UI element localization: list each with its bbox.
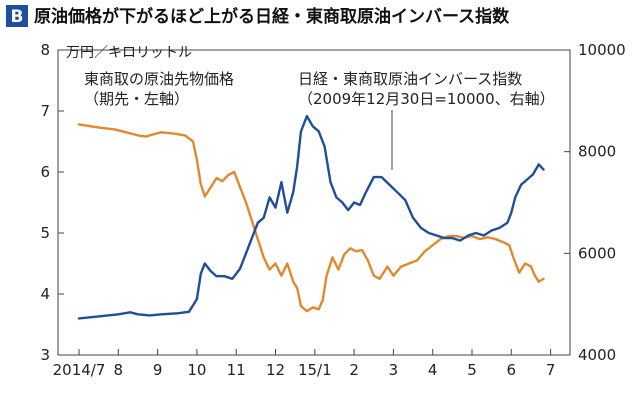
x-axis-tick-label: 6 [507,361,517,379]
right-axis-tick-label: 6000 [578,244,616,262]
series-label-oil-futures: 東商取の原油先物価格 [84,70,234,88]
tick-layer: 3 4 5 6 7 8 4000 6000 8000 10000 2014/7 8 9 10 11 12 15/… [40,41,625,379]
x-axis-tick-label: 5 [467,361,477,379]
x-axis-tick-label: 3 [389,361,399,379]
left-axis-unit-label: 万円／キロリットル [66,45,192,61]
left-axis-tick-label: 7 [40,102,50,120]
series-sublabel-oil-futures: （期先・左軸） [84,90,189,108]
x-axis-tick-label: 8 [114,361,124,379]
plot-frame [57,49,571,356]
series-label-inverse-index: 日経・東商取原油インバース指数 [298,70,522,88]
x-axis-tick-label: 10 [187,361,206,379]
x-axis-tick-label: 2 [349,361,359,379]
right-axis-tick-label: 8000 [578,143,616,161]
series-layer [77,114,545,320]
title-badge-box [6,5,28,27]
left-axis-tick-label: 5 [40,224,50,242]
right-axis-tick-label: 10000 [578,41,626,59]
x-axis-tick-label: 2014/7 [53,361,106,379]
chart-title: 原油価格が下がるほど上がる日経・東商取原油インバース指数 [34,6,510,27]
x-axis-tick-label: 15/1 [298,361,332,379]
series-line-inverse-index [77,114,545,320]
series-sublabel-inverse-index: （2009年12月30日=10000、右軸） [298,90,555,108]
x-axis-tick-label: 7 [546,361,556,379]
x-axis-tick-label: 12 [266,361,285,379]
right-axis-tick-label: 4000 [578,346,616,364]
left-axis-tick-label: 3 [40,346,50,364]
series-line-oil-futures [77,123,545,313]
left-axis-tick-label: 4 [40,285,50,303]
x-axis-tick-label: 4 [428,361,438,379]
left-axis-tick-label: 8 [40,41,50,59]
x-axis-tick-label: 11 [227,361,246,379]
x-axis-tick-label: 9 [153,361,163,379]
left-axis-tick-label: 6 [40,163,50,181]
title-badge: B [11,7,24,27]
